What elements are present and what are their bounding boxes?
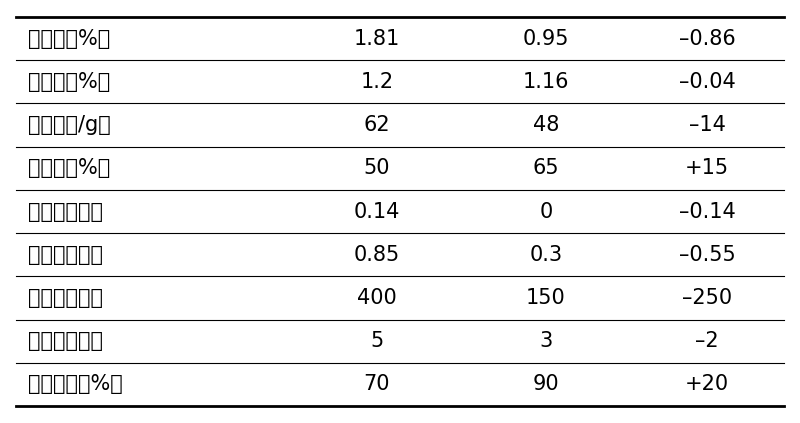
Text: 70: 70 [364, 374, 390, 395]
Text: –0.14: –0.14 [679, 201, 735, 222]
Text: 水回用率（%）: 水回用率（%） [28, 374, 122, 395]
Text: 0.14: 0.14 [354, 201, 400, 222]
Text: –0.55: –0.55 [679, 245, 735, 265]
Text: 筹用量（吨）: 筹用量（吨） [28, 245, 103, 265]
Text: 62: 62 [364, 115, 390, 135]
Text: +15: +15 [685, 158, 730, 178]
Text: –14: –14 [689, 115, 726, 135]
Text: 硬条率（%）: 硬条率（%） [28, 72, 110, 92]
Text: 1.81: 1.81 [354, 28, 400, 49]
Text: 150: 150 [526, 288, 566, 308]
Text: 残胶率（%）: 残胶率（%） [28, 28, 110, 49]
Text: –250: –250 [682, 288, 732, 308]
Text: 麻粒（粒/g）: 麻粒（粒/g） [28, 115, 110, 135]
Text: 1.2: 1.2 [360, 72, 394, 92]
Text: 0.95: 0.95 [522, 28, 569, 49]
Text: 90: 90 [533, 374, 559, 395]
Text: 水用量（吨）: 水用量（吨） [28, 288, 103, 308]
Text: 0.3: 0.3 [530, 245, 562, 265]
Text: –2: –2 [695, 331, 719, 351]
Text: 用汽量（吨）: 用汽量（吨） [28, 331, 103, 351]
Text: 3: 3 [539, 331, 553, 351]
Text: –0.04: –0.04 [679, 72, 735, 92]
Text: 制成率（%）: 制成率（%） [28, 158, 110, 178]
Text: 50: 50 [364, 158, 390, 178]
Text: 1.16: 1.16 [522, 72, 569, 92]
Text: 400: 400 [357, 288, 397, 308]
Text: 0: 0 [539, 201, 553, 222]
Text: 0.85: 0.85 [354, 245, 400, 265]
Text: 65: 65 [533, 158, 559, 178]
Text: –0.86: –0.86 [679, 28, 735, 49]
Text: 48: 48 [533, 115, 559, 135]
Text: +20: +20 [685, 374, 730, 395]
Text: 5: 5 [370, 331, 383, 351]
Text: 酸用量（吨）: 酸用量（吨） [28, 201, 103, 222]
